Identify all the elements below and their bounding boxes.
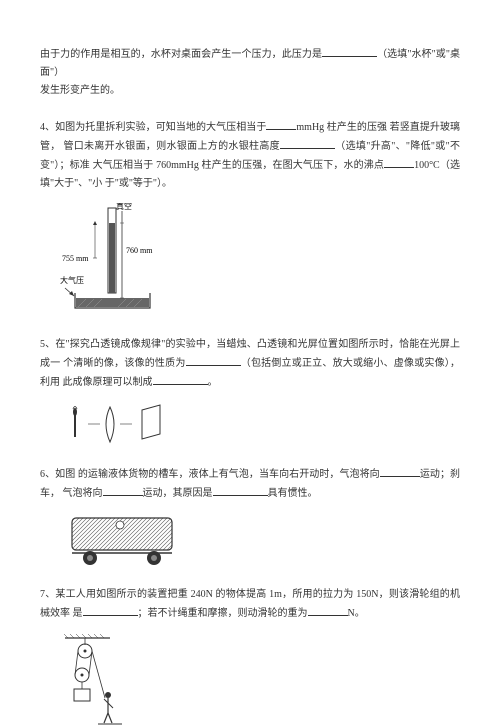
q6-blank1: [380, 465, 420, 477]
q6-figure: [60, 513, 460, 568]
tanker-diagram: [60, 513, 190, 568]
q4-blank3: [384, 156, 414, 168]
question-4: 4、如图为托里拆利实验，可知当地的大气压相当于mmHg 柱产生的压强 若竖直提升…: [40, 118, 460, 318]
q3-part1: 由于力的作用是相互的，水杯对桌面会产生一个压力，此压力是: [40, 49, 322, 60]
question-3-tail: 由于力的作用是相互的，水杯对桌面会产生一个压力，此压力是（选填"水杯"或"桌面"…: [40, 45, 460, 100]
label-760: 760 mm: [126, 246, 153, 255]
q7-blank2: [308, 604, 348, 616]
q4-t5: 大气压相当于 760mmHg 柱产生的压强，在图大气压下，水的沸点: [93, 160, 384, 171]
q5-t2: 个清晰的像，该像的性质为: [63, 358, 185, 369]
q6-t5: 具有惯性。: [268, 488, 318, 499]
q5-blank2: [153, 373, 208, 385]
q4-figure: 真空 755 mm 760 mm 大气压: [60, 203, 460, 318]
question-5: 5、在"探究凸透镜成像规律"的实验中，当蜡烛、凸透镜和光屏位置如图所示时，恰能在…: [40, 336, 460, 447]
q7-t3: ；若不计绳重和摩擦，则动滑轮的重为: [138, 608, 308, 619]
q4-blank1: [266, 118, 296, 130]
q7-t2: 是: [73, 608, 83, 619]
q7-t4: N。: [348, 608, 365, 619]
q5-blank1: [186, 354, 241, 366]
q5-figure: [60, 402, 460, 447]
q6-blank3: [213, 484, 268, 496]
q7-blank1: [83, 604, 138, 616]
q5-t5: 。: [208, 377, 218, 388]
label-755: 755 mm: [62, 254, 89, 263]
q3-blank: [322, 45, 377, 57]
torricelli-diagram: 真空 755 mm 760 mm 大气压: [60, 203, 170, 318]
pulley-diagram: [60, 633, 130, 728]
q7-text: 7、某工人用如图所示的装置把重 240N 的物体提高 1m，所用的拉力为 150…: [40, 586, 460, 623]
q6-text: 6、如图 的运输液体货物的槽车，液体上有气泡，当车向右开动时，气泡将向运动；刹车…: [40, 465, 460, 503]
q6-t4: 运动，其原因是: [143, 488, 213, 499]
question-6: 6、如图 的运输液体货物的槽车，液体上有气泡，当车向右开动时，气泡将向运动；刹车…: [40, 465, 460, 568]
q6-blank2: [103, 484, 143, 496]
q4-blank2: [280, 137, 335, 149]
vacuum-label: 真空: [116, 203, 132, 211]
q4-t1: 4、如图为托里拆利实验，可知当地的大气压相当于: [40, 122, 266, 133]
pressure-label: 大气压: [60, 275, 84, 285]
q4-t3: 管口未离开水银面，则水银面上方的水银柱高度: [63, 141, 280, 152]
q7-figure: [60, 633, 460, 728]
q6-t1: 6、如图 的运输液体货物的槽车，液体上有气泡，当车向右开动时，气泡将向: [40, 469, 380, 480]
q5-t4: 此成像原理可以制成: [63, 377, 153, 388]
q6-t3: 气泡将向: [63, 488, 103, 499]
q4-t7: 于"或"等于"）。: [105, 178, 172, 189]
q5-text: 5、在"探究凸透镜成像规律"的实验中，当蜡烛、凸透镜和光屏位置如图所示时，恰能在…: [40, 336, 460, 392]
q4-text: 4、如图为托里拆利实验，可知当地的大气压相当于mmHg 柱产生的压强 若竖直提升…: [40, 118, 460, 193]
q3-text: 由于力的作用是相互的，水杯对桌面会产生一个压力，此压力是（选填"水杯"或"桌面"…: [40, 45, 460, 100]
q3-part3: 发生形变产生的。: [40, 85, 120, 96]
lens-diagram: [60, 402, 180, 447]
